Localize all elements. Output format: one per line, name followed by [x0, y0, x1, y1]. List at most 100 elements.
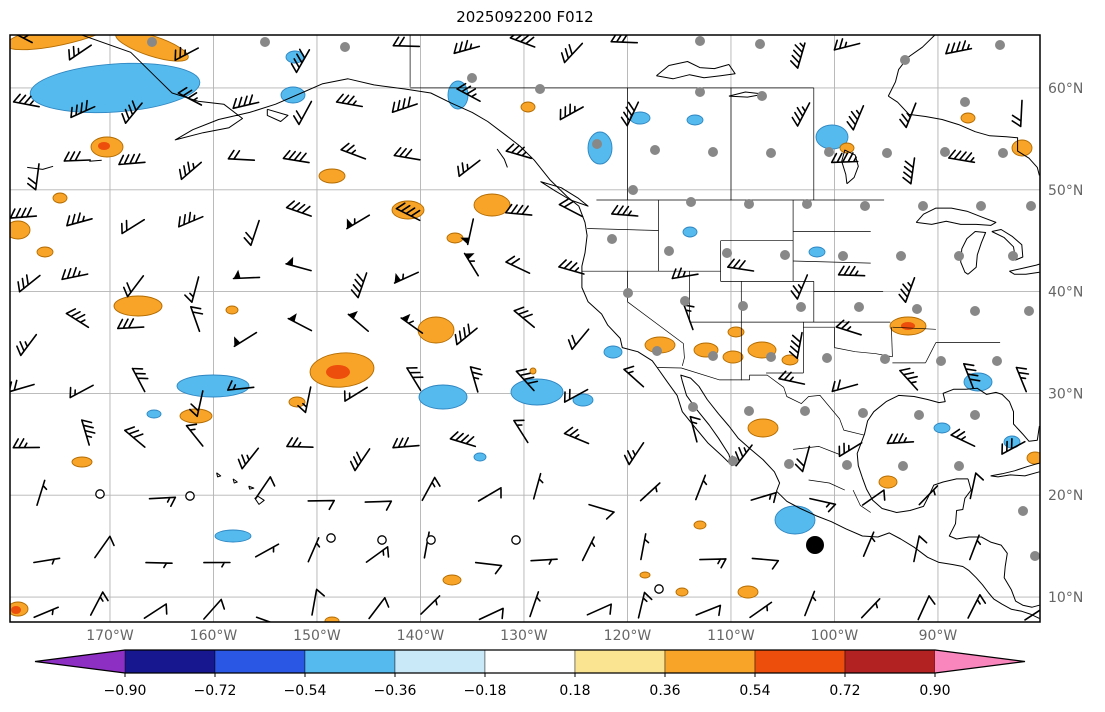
wind-barb: [809, 497, 837, 513]
wind-barb: [1015, 366, 1030, 393]
barb-pennant: [233, 269, 241, 279]
wind-barb: [185, 423, 204, 447]
border-path: [925, 342, 937, 364]
wind-barb: [15, 35, 33, 44]
barb-shaft: [563, 388, 589, 403]
wind-barb: [255, 616, 273, 622]
barb-shaft: [392, 437, 420, 449]
cyclone-marker-layer: [806, 536, 824, 554]
barb-shaft: [27, 163, 40, 191]
border-path: [793, 260, 871, 264]
coastline-path: [887, 35, 936, 97]
station-dot: [780, 250, 790, 260]
anomaly-patch-negative: [686, 114, 704, 126]
wind-barb: [12, 438, 41, 449]
colorbar-tick-label: 0.54: [739, 683, 770, 699]
station-dot: [838, 251, 848, 261]
station-dot: [954, 461, 964, 471]
barb-shaft: [118, 153, 146, 166]
station-dot: [918, 201, 928, 211]
anomaly-patch-positive: [693, 520, 707, 530]
wind-barb: [124, 426, 146, 448]
wind-barb: [254, 476, 276, 500]
border-path: [587, 228, 659, 231]
wind-barb: [950, 428, 976, 447]
wind-barb: [33, 606, 59, 619]
station-dot: [607, 234, 617, 244]
anomaly-patch-positive: [520, 101, 536, 113]
barb-shaft: [12, 438, 41, 449]
wind-barb: [899, 367, 919, 391]
anomaly-patch-positive: [878, 475, 898, 489]
wind-barb: [899, 102, 917, 129]
barb-pennant: [348, 311, 358, 319]
coastline-path: [990, 471, 1040, 478]
anomaly-patch-positive: [52, 192, 68, 204]
barb-shaft: [509, 35, 536, 48]
wind-barb: [335, 93, 363, 108]
barb-shaft: [917, 595, 936, 621]
wind-barb: [117, 318, 145, 330]
wind-barb: [285, 256, 312, 272]
wind-barb: [70, 99, 96, 119]
wind-barb: [560, 42, 584, 64]
barb-shaft: [335, 93, 363, 108]
barb-shaft: [254, 543, 280, 558]
barb-shaft: [143, 603, 168, 619]
anomaly-patch-strong-positive: [98, 142, 110, 150]
station-dot: [728, 456, 738, 466]
wind-barb: [699, 558, 727, 569]
barb-shaft: [190, 306, 204, 333]
station-dot: [686, 197, 696, 207]
wind-barb: [639, 482, 661, 502]
wind-barb: [36, 479, 48, 506]
barb-shaft: [788, 331, 803, 360]
barb-shaft: [232, 276, 261, 280]
barb-shaft: [290, 48, 311, 74]
station-dot: [708, 147, 718, 157]
cyclone-marker: [806, 536, 824, 554]
wind-barb: [610, 35, 638, 44]
barb-shaft: [449, 431, 477, 448]
lat-tick-label: 10°N: [1048, 590, 1083, 606]
wind-barb: [563, 388, 589, 403]
wind-barb: [790, 42, 806, 69]
barb-shaft: [287, 317, 313, 332]
wind-barb: [918, 485, 939, 506]
wind-barb: [860, 598, 881, 619]
border-path: [657, 367, 865, 436]
barb-shaft: [254, 476, 276, 500]
barb-shaft: [466, 218, 475, 246]
barb-shaft: [898, 277, 916, 303]
barb-shaft: [285, 263, 312, 272]
station-dot: [940, 147, 950, 157]
lat-tick-label: 60°N: [1048, 81, 1083, 97]
station-dot: [860, 201, 870, 211]
wind-barb: [177, 86, 203, 106]
wind-barb: [10, 207, 38, 219]
wind-barb: [846, 105, 865, 131]
wind-barb: [287, 313, 313, 332]
barb-shaft: [365, 546, 390, 563]
barb-shaft: [833, 38, 861, 51]
wind-barb: [695, 474, 708, 501]
anomaly-patch-negative: [214, 529, 252, 543]
colorbar-segment: [754, 649, 846, 674]
wind-barb: [623, 365, 645, 388]
anomaly-patch-negative: [603, 345, 623, 359]
wind-barb: [505, 203, 533, 216]
barb-shaft: [969, 534, 982, 561]
barb-shaft: [683, 304, 695, 331]
anomaly-patch-positive: [727, 326, 745, 338]
barb-shaft: [12, 93, 40, 108]
station-dot: [652, 346, 662, 356]
lon-tick-label: 160°W: [190, 628, 238, 644]
station-dot: [900, 55, 910, 65]
wind-barb: [184, 276, 200, 303]
wind-barb: [349, 448, 371, 472]
anomaly-patch-positive: [10, 35, 115, 51]
wind-barb: [611, 204, 639, 217]
wind-barb: [463, 252, 479, 277]
lon-tick-label: 140°W: [397, 628, 445, 644]
wind-barb: [751, 557, 780, 570]
